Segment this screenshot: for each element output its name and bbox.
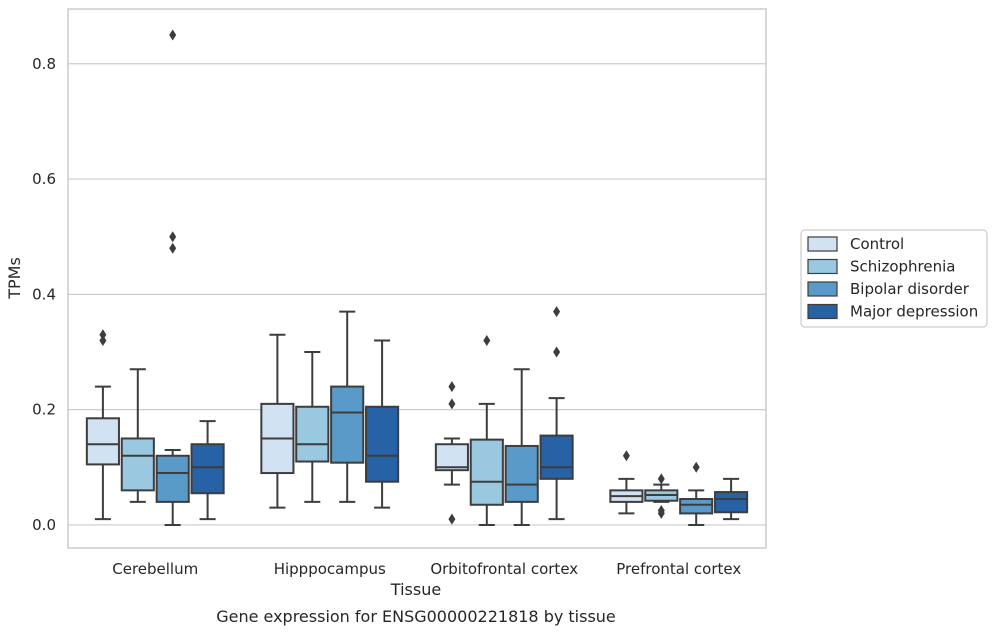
y-tick-label: 0.6 — [32, 170, 56, 188]
legend-swatch — [807, 236, 838, 252]
y-axis-ticks: 0.0 0.2 0.4 0.6 0.8 — [32, 55, 56, 534]
legend-swatch — [807, 281, 838, 297]
chart-caption: Gene expression for ENSG00000221818 by t… — [216, 607, 616, 626]
outlier-point — [483, 334, 491, 346]
x-tick-label: Cerebellum — [112, 560, 198, 578]
outlier-point — [622, 450, 630, 462]
outlier-point — [657, 473, 665, 485]
x-tick-label: Prefrontal cortex — [616, 560, 741, 578]
legend-swatch — [807, 258, 838, 275]
outlier-point — [553, 306, 561, 318]
outlier-point — [169, 231, 177, 243]
gridlines — [68, 63, 766, 526]
iqr-box — [539, 434, 574, 480]
iqr-box — [469, 438, 504, 506]
y-tick-label: 0.4 — [32, 285, 56, 303]
box-major-depression — [539, 306, 574, 521]
plot-area-frame — [67, 8, 767, 549]
iqr-box — [120, 437, 155, 492]
box-bipolar-disorder — [504, 368, 539, 526]
box-control — [260, 333, 295, 509]
box-major-depression — [190, 420, 225, 521]
iqr-box — [365, 405, 400, 483]
outlier-point — [169, 29, 177, 41]
y-tick-label: 0.2 — [32, 401, 56, 419]
box-schizophrenia — [295, 351, 330, 503]
x-tick-label: Hipppocampus — [274, 560, 386, 578]
box-schizophrenia — [120, 368, 155, 503]
outlier-point — [99, 329, 107, 341]
legend-label: Major depression — [850, 303, 978, 321]
iqr-box — [295, 405, 330, 463]
outlier-point — [692, 461, 700, 473]
x-axis-ticks: Cerebellum Hipppocampus Orbitofrontal cort… — [112, 560, 741, 578]
legend-label: Bipolar disorder — [850, 280, 970, 298]
iqr-box — [434, 443, 469, 472]
iqr-box — [504, 444, 539, 503]
iqr-box — [85, 417, 120, 466]
box-control — [85, 329, 120, 521]
y-tick-label: 0.0 — [32, 516, 56, 534]
box-control — [609, 450, 644, 515]
outlier-point — [448, 381, 456, 393]
legend-frame — [800, 229, 988, 328]
x-tick-label: Orbitofrontal cortex — [430, 560, 578, 578]
box-bipolar-disorder — [679, 461, 714, 526]
iqr-box — [679, 498, 714, 515]
legend-label: Control — [850, 235, 904, 253]
outlier-point — [169, 242, 177, 254]
box-schizophrenia — [644, 473, 679, 519]
iqr-box — [714, 491, 749, 514]
box-plots — [85, 29, 749, 526]
box-bipolar-disorder — [330, 310, 365, 503]
outlier-point — [553, 346, 561, 358]
x-axis-label: Tissue — [390, 580, 441, 599]
iqr-box — [330, 385, 365, 464]
box-control — [434, 381, 469, 525]
box-bipolar-disorder — [155, 29, 190, 526]
outlier-point — [657, 507, 665, 519]
outlier-point — [99, 334, 107, 346]
legend: Control Schizophrenia Bipolar disorder Majo… — [800, 229, 988, 328]
y-axis-label: TPMs — [5, 257, 24, 300]
box-major-depression — [714, 477, 749, 521]
outlier-point — [448, 513, 456, 525]
iqr-box — [190, 443, 225, 495]
outlier-point — [448, 398, 456, 410]
y-tick-label: 0.8 — [32, 55, 56, 73]
legend-label: Schizophrenia — [850, 258, 955, 276]
iqr-box — [155, 454, 190, 503]
box-schizophrenia — [469, 334, 504, 526]
box-major-depression — [365, 339, 400, 509]
legend-swatch — [807, 303, 838, 320]
